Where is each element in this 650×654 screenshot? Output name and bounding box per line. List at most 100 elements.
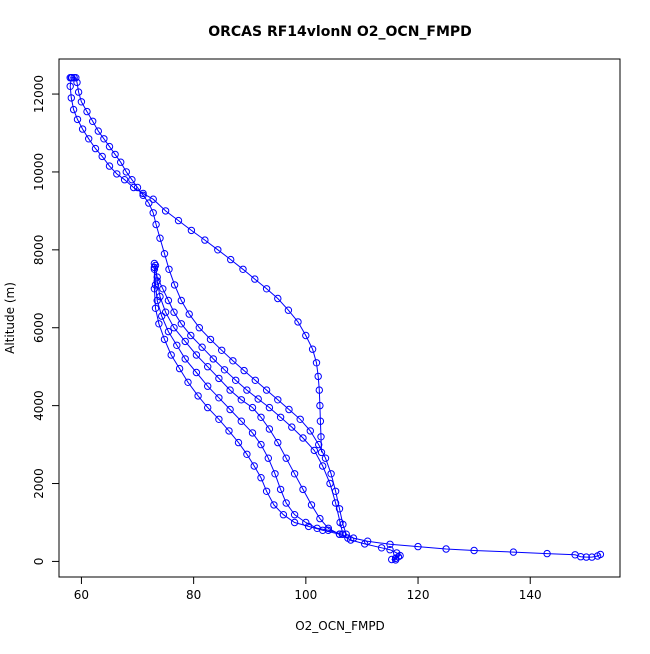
data-point xyxy=(294,318,302,326)
data-point xyxy=(181,337,189,346)
data-point xyxy=(111,150,119,159)
data-point xyxy=(85,135,93,143)
data-point xyxy=(237,396,246,404)
x-tick-label: 120 xyxy=(407,588,430,602)
plot-frame xyxy=(58,58,621,578)
data-point xyxy=(215,374,223,383)
data-point xyxy=(66,82,74,91)
data-point xyxy=(324,526,332,534)
data-point xyxy=(317,448,326,457)
data-point xyxy=(149,195,157,203)
data-point xyxy=(153,296,161,305)
data-point xyxy=(306,427,314,435)
data-point xyxy=(262,386,271,394)
data-point xyxy=(74,88,83,96)
data-point xyxy=(243,450,251,458)
data-point xyxy=(414,542,422,551)
data-point xyxy=(276,485,285,494)
data-point xyxy=(160,250,169,258)
data-point xyxy=(215,394,223,402)
data-point xyxy=(319,526,327,534)
data-point xyxy=(310,446,318,455)
data-point xyxy=(304,522,313,531)
data-point xyxy=(83,107,91,116)
data-point xyxy=(315,440,323,449)
data-point xyxy=(271,470,279,478)
data-point xyxy=(218,346,226,354)
data-point xyxy=(160,335,169,344)
data-point xyxy=(181,355,189,363)
data-point xyxy=(442,545,450,553)
data-point xyxy=(167,351,175,359)
data-point xyxy=(243,386,251,394)
data-point xyxy=(226,386,234,394)
data-point xyxy=(302,331,310,340)
data-point xyxy=(204,403,212,412)
data-point xyxy=(288,423,296,431)
data-point xyxy=(201,236,209,244)
data-point xyxy=(215,415,223,423)
series-2 xyxy=(66,74,326,457)
series-6 xyxy=(150,265,404,564)
data-point xyxy=(150,265,159,273)
x-tick-label: 80 xyxy=(186,588,201,602)
data-point xyxy=(237,417,246,425)
data-point xyxy=(227,255,235,264)
y-tick-label: 0 xyxy=(32,558,46,566)
data-point xyxy=(316,417,325,425)
data-point xyxy=(165,265,173,273)
data-point xyxy=(161,207,170,215)
data-point xyxy=(204,382,212,390)
y-tick-label: 6000 xyxy=(32,312,46,343)
data-point xyxy=(229,357,237,365)
data-point xyxy=(274,396,282,404)
y-tick-label: 10000 xyxy=(32,153,46,191)
data-point xyxy=(276,413,285,421)
data-point xyxy=(78,125,87,133)
y-tick-label: 4000 xyxy=(32,390,46,421)
data-point xyxy=(187,226,196,235)
data-point xyxy=(299,485,307,494)
series-1 xyxy=(66,74,605,561)
data-point xyxy=(282,454,290,462)
data-point xyxy=(220,366,229,374)
data-point xyxy=(98,152,106,161)
data-point xyxy=(290,470,299,478)
x-tick-label: 60 xyxy=(74,588,89,602)
data-point xyxy=(326,479,334,488)
data-point xyxy=(69,105,78,114)
data-point xyxy=(588,553,596,561)
data-point xyxy=(73,115,82,124)
y-axis: 0 2000 4000 6000 8000 10000 12000 xyxy=(32,75,59,565)
series-line xyxy=(153,269,401,561)
data-point xyxy=(67,94,76,102)
data-point xyxy=(265,403,274,412)
data-point xyxy=(386,546,394,554)
data-point xyxy=(596,550,605,559)
data-point xyxy=(113,170,121,178)
data-point xyxy=(234,438,243,447)
data-point xyxy=(156,234,164,242)
data-point xyxy=(67,74,76,82)
x-tick-label: 140 xyxy=(519,588,542,602)
data-point xyxy=(470,546,478,555)
data-point xyxy=(145,199,153,207)
data-point xyxy=(158,312,166,320)
data-point xyxy=(257,474,265,482)
y-tick-label: 12000 xyxy=(32,75,46,113)
data-point xyxy=(264,454,272,462)
data-point xyxy=(77,98,86,106)
data-point xyxy=(307,501,316,509)
data-point xyxy=(73,78,81,87)
data-point xyxy=(239,265,247,273)
data-point xyxy=(582,553,590,561)
data-point xyxy=(225,427,233,435)
data-point xyxy=(316,514,324,523)
series-line xyxy=(153,263,344,535)
data-point xyxy=(314,372,322,381)
data-point xyxy=(150,285,159,293)
data-point xyxy=(173,341,181,349)
